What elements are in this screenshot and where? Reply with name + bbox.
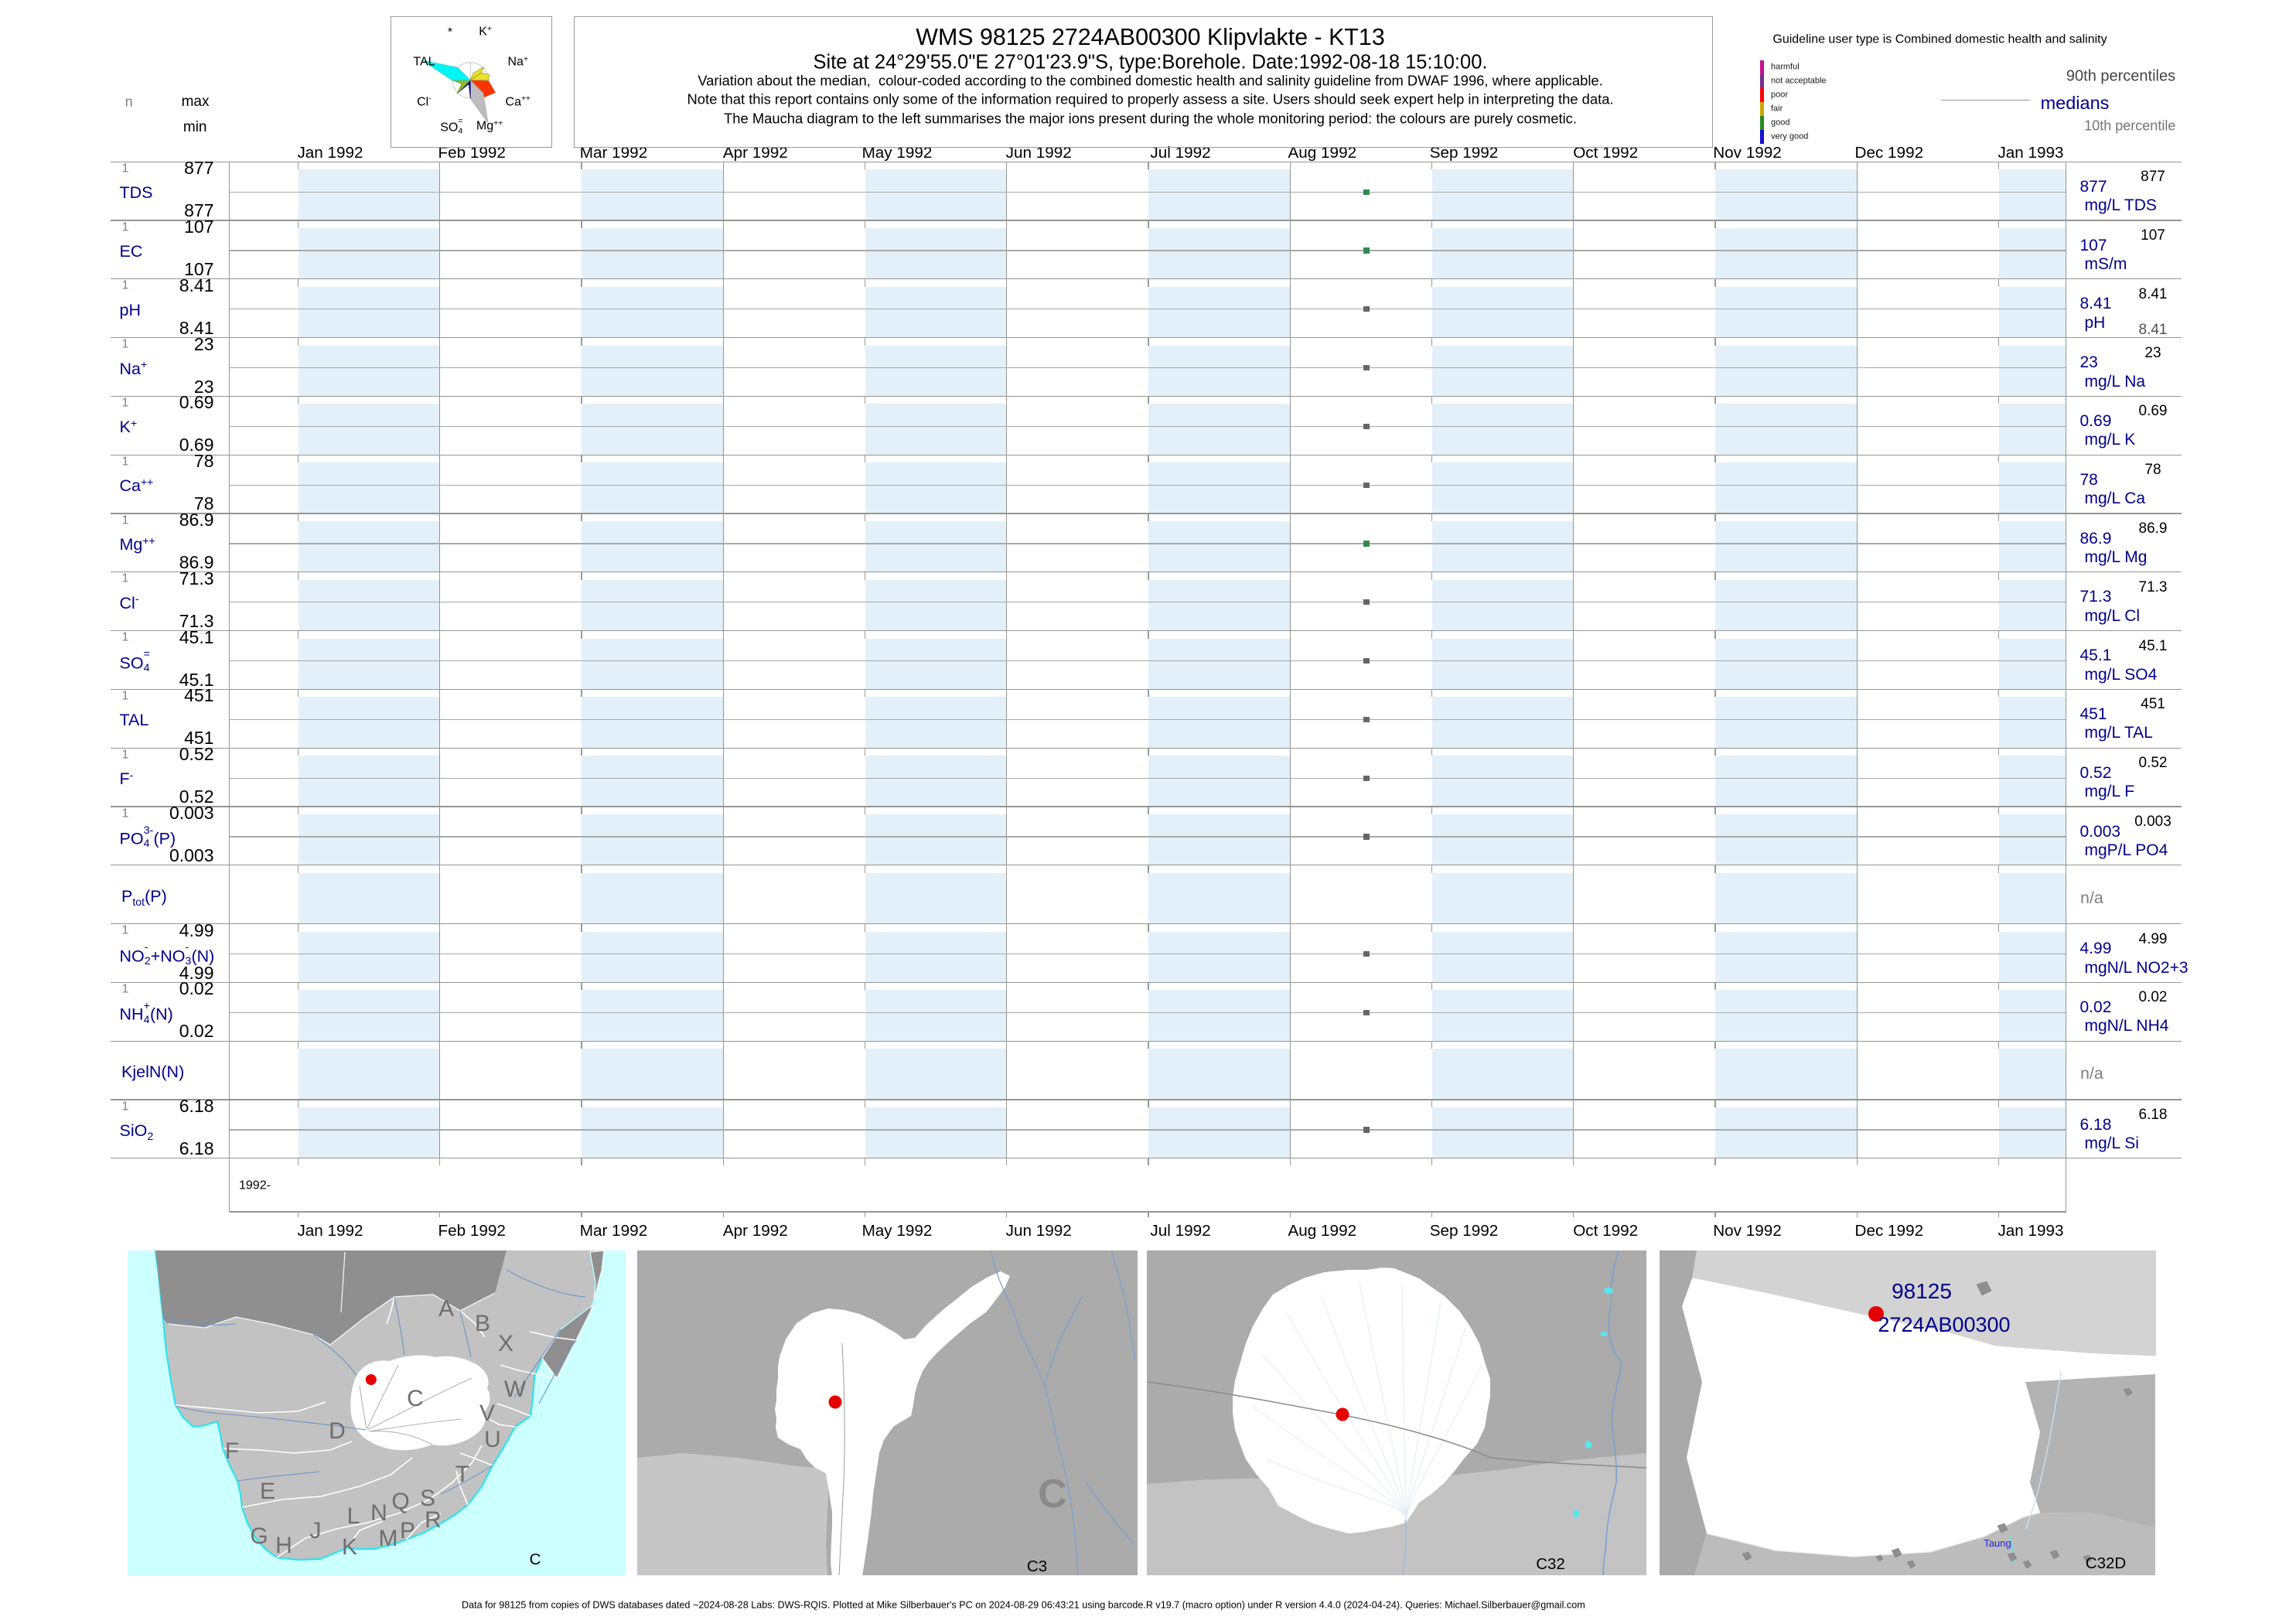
svg-text:L: L	[347, 1503, 360, 1529]
svg-text:X: X	[498, 1331, 513, 1356]
svg-text:Q: Q	[391, 1489, 409, 1514]
svg-text:P: P	[400, 1518, 415, 1544]
svg-text:98125: 98125	[1892, 1279, 1952, 1303]
svg-text:C: C	[407, 1386, 424, 1411]
svg-text:G: G	[250, 1523, 268, 1549]
svg-text:E: E	[260, 1479, 275, 1504]
svg-text:R: R	[425, 1507, 442, 1533]
svg-text:C32D: C32D	[2086, 1554, 2126, 1572]
svg-text:C32: C32	[1536, 1555, 1565, 1573]
svg-text:H: H	[275, 1533, 292, 1558]
svg-text:N: N	[370, 1500, 387, 1526]
svg-text:T: T	[455, 1462, 469, 1487]
svg-text:K: K	[342, 1534, 357, 1560]
svg-text:J: J	[310, 1518, 322, 1544]
svg-text:D: D	[329, 1418, 346, 1444]
svg-text:B: B	[475, 1311, 490, 1336]
svg-text:Taung: Taung	[1984, 1537, 2011, 1549]
svg-text:W: W	[504, 1377, 527, 1402]
svg-text:M: M	[379, 1526, 398, 1551]
svg-text:C: C	[1038, 1472, 1067, 1517]
svg-text:C: C	[530, 1551, 541, 1568]
svg-text:2724AB00300: 2724AB00300	[1878, 1313, 2010, 1336]
svg-text:A: A	[438, 1296, 454, 1322]
svg-text:C3: C3	[1027, 1557, 1047, 1575]
svg-text:F: F	[225, 1438, 239, 1464]
svg-text:U: U	[484, 1427, 501, 1452]
svg-text:V: V	[479, 1401, 495, 1426]
svg-text:S: S	[420, 1486, 435, 1511]
